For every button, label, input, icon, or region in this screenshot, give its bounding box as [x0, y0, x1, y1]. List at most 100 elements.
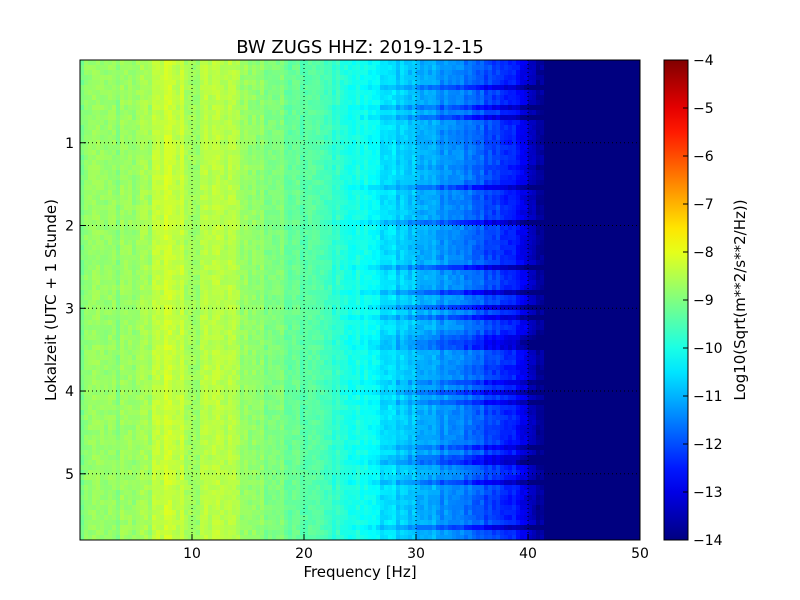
heatmap-cell: [228, 140, 233, 146]
heatmap-cell: [576, 90, 581, 96]
heatmap-cell: [364, 160, 369, 166]
heatmap-cell: [308, 165, 313, 171]
heatmap-cell: [564, 205, 569, 211]
heatmap-cell: [88, 180, 93, 186]
heatmap-cell: [488, 175, 493, 181]
heatmap-cell: [248, 110, 253, 116]
heatmap-cell: [84, 215, 89, 221]
heatmap-cell: [324, 195, 329, 201]
heatmap-cell: [320, 115, 325, 121]
heatmap-cell: [420, 160, 425, 166]
heatmap-cell: [92, 160, 97, 166]
heatmap-cell: [156, 190, 161, 196]
heatmap-cell: [628, 85, 633, 91]
heatmap-cell: [244, 105, 249, 111]
heatmap-cell: [208, 160, 213, 166]
heatmap-cell: [244, 155, 249, 161]
heatmap-cell: [460, 110, 465, 116]
heatmap-cell: [392, 65, 397, 71]
heatmap-cell: [124, 175, 129, 181]
heatmap-cell: [468, 125, 473, 131]
heatmap-cell: [600, 170, 605, 176]
heatmap-cell: [260, 115, 265, 121]
heatmap-cell: [472, 225, 477, 231]
heatmap-cell: [404, 155, 409, 161]
heatmap-cell: [384, 205, 389, 211]
heatmap-cell: [520, 90, 525, 96]
heatmap-cell: [484, 100, 489, 106]
heatmap-cell: [336, 160, 341, 166]
heatmap-cell: [100, 95, 105, 101]
heatmap-cell: [348, 115, 353, 121]
heatmap-cell: [540, 105, 545, 111]
heatmap-cell: [80, 205, 85, 211]
heatmap-cell: [308, 120, 313, 126]
heatmap-cell: [396, 85, 401, 91]
heatmap-cell: [456, 65, 461, 71]
heatmap-cell: [264, 210, 269, 216]
heatmap-cell: [264, 140, 269, 146]
heatmap-cell: [272, 75, 277, 81]
heatmap-cell: [108, 85, 113, 91]
heatmap-cell: [628, 90, 633, 96]
heatmap-cell: [144, 175, 149, 181]
heatmap-cell: [564, 105, 569, 111]
heatmap-cell: [560, 210, 565, 216]
heatmap-cell: [436, 190, 441, 196]
heatmap-cell: [340, 210, 345, 216]
heatmap-cell: [224, 115, 229, 121]
heatmap-cell: [460, 60, 465, 66]
heatmap-cell: [508, 180, 513, 186]
heatmap-cell: [136, 65, 141, 71]
heatmap-cell: [168, 70, 173, 76]
heatmap-cell: [168, 145, 173, 151]
heatmap-cell: [84, 90, 89, 96]
heatmap-cell: [256, 175, 261, 181]
heatmap-cell: [136, 60, 141, 66]
heatmap-cell: [560, 230, 565, 236]
heatmap-cell: [536, 120, 541, 126]
heatmap-cell: [168, 100, 173, 106]
heatmap-cell: [560, 125, 565, 131]
heatmap-cell: [244, 75, 249, 81]
heatmap-cell: [124, 180, 129, 186]
heatmap-cell: [636, 200, 640, 206]
heatmap-cell: [228, 225, 233, 231]
heatmap-cell: [232, 125, 237, 131]
heatmap-cell: [604, 225, 609, 231]
heatmap-cell: [284, 180, 289, 186]
heatmap-cell: [364, 145, 369, 151]
heatmap-cell: [120, 180, 125, 186]
heatmap-cell: [200, 75, 205, 81]
heatmap-cell: [580, 195, 585, 201]
heatmap-cell: [588, 180, 593, 186]
heatmap-cell: [468, 145, 473, 151]
heatmap-cell: [272, 190, 277, 196]
heatmap-cell: [148, 135, 153, 141]
heatmap-cell: [452, 190, 457, 196]
heatmap-cell: [544, 200, 549, 206]
heatmap-cell: [284, 155, 289, 161]
heatmap-cell: [328, 75, 333, 81]
heatmap-cell: [464, 90, 469, 96]
heatmap-cell: [416, 130, 421, 136]
heatmap-cell: [588, 190, 593, 196]
heatmap-cell: [536, 100, 541, 106]
heatmap-cell: [124, 165, 129, 171]
heatmap-cell: [524, 80, 529, 86]
heatmap-cell: [388, 95, 393, 101]
heatmap-cell: [576, 125, 581, 131]
heatmap-cell: [396, 210, 401, 216]
heatmap-cell: [572, 100, 577, 106]
heatmap-cell: [108, 220, 113, 226]
heatmap-cell: [84, 235, 89, 241]
heatmap-cell: [328, 145, 333, 151]
heatmap-cell: [156, 230, 161, 236]
heatmap-cell: [376, 115, 381, 121]
heatmap-cell: [412, 145, 417, 151]
heatmap-cell: [228, 195, 233, 201]
heatmap-cell: [300, 115, 305, 121]
heatmap-cell: [84, 145, 89, 151]
heatmap-cell: [112, 215, 117, 221]
heatmap-cell: [172, 235, 177, 241]
